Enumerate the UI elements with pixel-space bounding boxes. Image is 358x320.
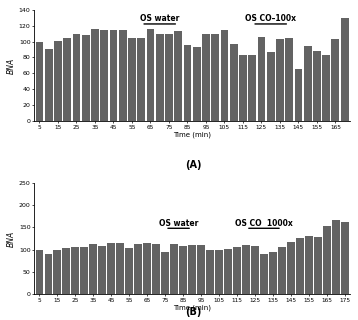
Bar <box>285 37 293 121</box>
Bar <box>295 68 303 121</box>
Text: OS water: OS water <box>159 219 198 228</box>
Bar <box>110 29 117 121</box>
X-axis label: Time (min): Time (min) <box>173 304 211 311</box>
Bar <box>156 34 164 121</box>
Bar <box>341 18 349 121</box>
Bar <box>197 245 205 294</box>
Bar <box>257 37 265 121</box>
Bar <box>91 29 99 121</box>
Text: OS CO  1000x: OS CO 1000x <box>235 219 293 228</box>
Bar <box>128 37 136 121</box>
Bar <box>44 254 52 294</box>
Bar <box>215 250 223 294</box>
Bar <box>54 41 62 121</box>
Bar <box>305 236 313 294</box>
Y-axis label: BNA: BNA <box>7 230 16 247</box>
Bar <box>267 52 275 121</box>
Bar <box>224 249 232 294</box>
Bar <box>90 244 97 294</box>
Bar <box>100 29 108 121</box>
Bar <box>323 226 331 294</box>
Bar <box>63 37 71 121</box>
Bar <box>193 47 200 121</box>
Y-axis label: BNA: BNA <box>7 57 16 74</box>
Bar <box>332 220 340 294</box>
Bar <box>143 244 151 294</box>
Bar <box>72 247 79 294</box>
Bar <box>341 222 349 294</box>
Text: (A): (A) <box>185 160 202 170</box>
Text: OS CO–100x: OS CO–100x <box>245 14 296 23</box>
Bar <box>82 35 90 121</box>
Bar <box>179 246 187 294</box>
Bar <box>211 34 219 121</box>
Bar <box>276 39 284 121</box>
Bar <box>233 247 241 294</box>
Bar <box>221 29 228 121</box>
Bar <box>134 244 142 294</box>
Bar <box>304 46 311 121</box>
Bar <box>287 242 295 294</box>
Bar <box>278 247 286 294</box>
Bar <box>322 55 330 121</box>
Bar <box>170 244 178 294</box>
Bar <box>81 247 88 294</box>
Bar <box>260 254 268 294</box>
Bar <box>53 250 61 294</box>
Bar <box>206 250 214 294</box>
Bar <box>146 29 154 121</box>
X-axis label: Time (min): Time (min) <box>173 131 211 138</box>
Bar <box>35 42 43 121</box>
Bar <box>35 250 43 294</box>
Bar <box>125 248 133 294</box>
Bar <box>202 34 210 121</box>
Bar <box>152 244 160 294</box>
Bar <box>161 252 169 294</box>
Bar <box>73 34 81 121</box>
Text: OS water: OS water <box>140 14 179 23</box>
Bar <box>116 244 124 294</box>
Bar <box>137 37 145 121</box>
Bar <box>165 34 173 121</box>
Bar <box>184 45 192 121</box>
Bar <box>107 244 115 294</box>
Bar <box>239 55 247 121</box>
Bar <box>251 246 259 294</box>
Bar <box>314 237 322 294</box>
Bar <box>313 51 321 121</box>
Bar <box>119 29 127 121</box>
Bar <box>230 44 238 121</box>
Bar <box>45 49 53 121</box>
Bar <box>98 246 106 294</box>
Bar <box>269 252 277 294</box>
Bar <box>242 245 250 294</box>
Bar <box>296 238 304 294</box>
Bar <box>188 245 196 294</box>
Bar <box>332 39 339 121</box>
Text: (B): (B) <box>185 307 202 317</box>
Bar <box>174 31 182 121</box>
Bar <box>63 248 70 294</box>
Bar <box>248 55 256 121</box>
